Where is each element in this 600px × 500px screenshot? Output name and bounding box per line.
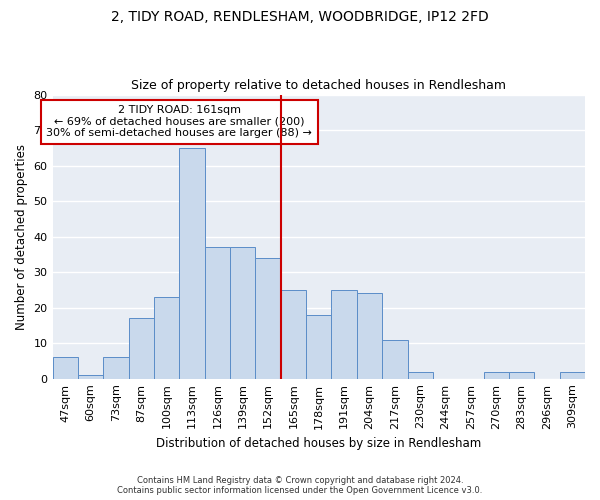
Bar	[179, 148, 205, 378]
Bar	[103, 358, 128, 378]
Bar	[78, 375, 103, 378]
Bar	[509, 372, 534, 378]
Bar	[205, 248, 230, 378]
Bar	[331, 290, 357, 378]
Text: Contains HM Land Registry data © Crown copyright and database right 2024.
Contai: Contains HM Land Registry data © Crown c…	[118, 476, 482, 495]
Bar	[128, 318, 154, 378]
Bar	[382, 340, 407, 378]
Bar	[484, 372, 509, 378]
Bar	[53, 358, 78, 378]
Bar	[357, 294, 382, 378]
Bar	[306, 315, 331, 378]
Bar	[281, 290, 306, 378]
Y-axis label: Number of detached properties: Number of detached properties	[15, 144, 28, 330]
Bar	[407, 372, 433, 378]
Bar	[256, 258, 281, 378]
Title: Size of property relative to detached houses in Rendlesham: Size of property relative to detached ho…	[131, 79, 506, 92]
X-axis label: Distribution of detached houses by size in Rendlesham: Distribution of detached houses by size …	[156, 437, 481, 450]
Bar	[230, 248, 256, 378]
Text: 2, TIDY ROAD, RENDLESHAM, WOODBRIDGE, IP12 2FD: 2, TIDY ROAD, RENDLESHAM, WOODBRIDGE, IP…	[111, 10, 489, 24]
Bar	[154, 297, 179, 378]
Bar	[560, 372, 585, 378]
Text: 2 TIDY ROAD: 161sqm
← 69% of detached houses are smaller (200)
30% of semi-detac: 2 TIDY ROAD: 161sqm ← 69% of detached ho…	[46, 105, 312, 138]
